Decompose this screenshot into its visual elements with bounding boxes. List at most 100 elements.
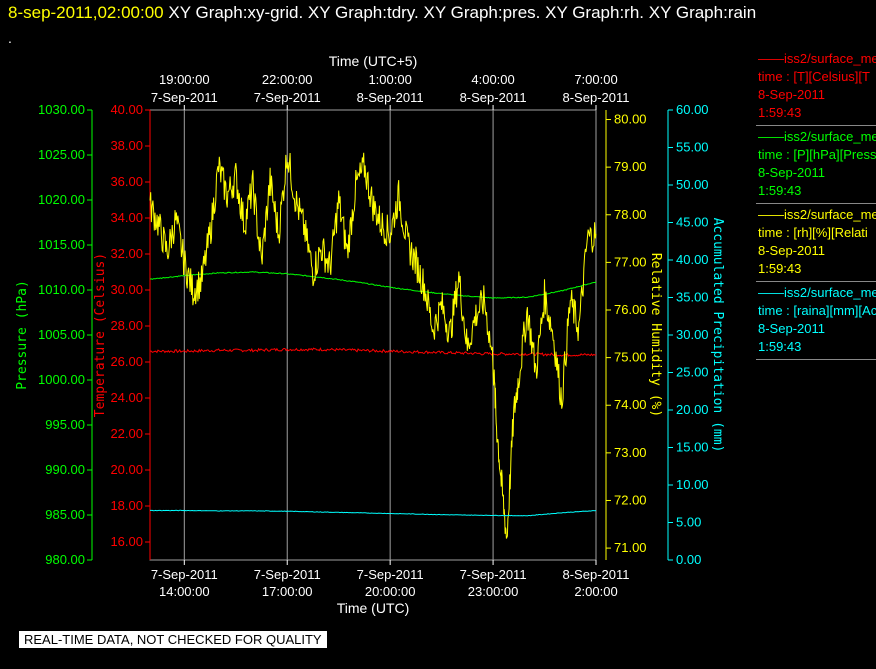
legend-date: 8-Sep-2011 bbox=[758, 321, 825, 336]
precip-axis-label: Accumulated Precipitation (mm) bbox=[710, 218, 725, 453]
precip-tick-label: 20.00 bbox=[676, 402, 709, 417]
x-bottom-tick-date: 7-Sep-2011 bbox=[254, 567, 321, 582]
x-bottom-tick-time: 2:00:00 bbox=[574, 584, 617, 599]
x-top-tick-date: 8-Sep-2011 bbox=[563, 90, 630, 105]
pressure-tick-label: 1010.00 bbox=[38, 282, 85, 297]
legend-item-pressure: ——iss2/surface_met time : [P][hPa][Press… bbox=[756, 126, 876, 204]
humidity-tick-label: 77.00 bbox=[614, 254, 647, 269]
x-top-tick-date: 8-Sep-2011 bbox=[357, 90, 424, 105]
precip-tick-label: 35.00 bbox=[676, 290, 709, 305]
pressure-axis-label: Pressure (hPa) bbox=[15, 280, 30, 390]
legend-line-swatch: —— bbox=[758, 207, 784, 222]
x-bottom-tick-time: 20:00:00 bbox=[365, 584, 416, 599]
legend-variable: time : [P][hPa][Press bbox=[758, 147, 876, 162]
x-top-tick-time: 1:00:00 bbox=[368, 72, 411, 87]
legend-item-precip: ——iss2/surface_met time : [raina][mm][Ac… bbox=[756, 282, 876, 360]
legend-variable: time : [rh][%][Relati bbox=[758, 225, 868, 240]
temperature-tick-label: 28.00 bbox=[110, 318, 143, 333]
x-top-tick-date: 7-Sep-2011 bbox=[254, 90, 321, 105]
humidity-tick-label: 79.00 bbox=[614, 159, 647, 174]
x-top-tick-date: 8-Sep-2011 bbox=[460, 90, 527, 105]
precip-series-line bbox=[150, 509, 597, 517]
pressure-tick-label: 1030.00 bbox=[38, 102, 85, 117]
temperature-tick-label: 30.00 bbox=[110, 282, 143, 297]
x-bottom-tick-date: 7-Sep-2011 bbox=[151, 567, 218, 582]
precip-tick-label: 55.00 bbox=[676, 140, 709, 155]
x-bottom-tick-date: 8-Sep-2011 bbox=[563, 567, 630, 582]
temperature-tick-label: 32.00 bbox=[110, 246, 143, 261]
humidity-tick-label: 71.00 bbox=[614, 540, 647, 555]
humidity-series-line bbox=[149, 152, 597, 539]
graph-title-rain: XY Graph:rain bbox=[648, 3, 757, 22]
precip-tick-label: 40.00 bbox=[676, 252, 709, 267]
pressure-series-line bbox=[149, 271, 597, 300]
temperature-tick-label: 26.00 bbox=[110, 354, 143, 369]
humidity-tick-label: 72.00 bbox=[614, 492, 647, 507]
temperature-series-line bbox=[149, 347, 597, 357]
humidity-tick-label: 78.00 bbox=[614, 207, 647, 222]
temperature-axis-label: Temperature (Celsius) bbox=[93, 253, 108, 417]
legend-time: 1:59:43 bbox=[758, 105, 802, 120]
precip-tick-label: 15.00 bbox=[676, 440, 709, 455]
legend-line-swatch: —— bbox=[758, 51, 784, 66]
precip-tick-label: 45.00 bbox=[676, 215, 709, 230]
pressure-tick-label: 990.00 bbox=[45, 462, 85, 477]
x-top-tick-date: 7-Sep-2011 bbox=[151, 90, 218, 105]
legend: ——iss2/surface_met time : [T][Celsius][T… bbox=[756, 48, 876, 360]
pressure-tick-label: 995.00 bbox=[45, 417, 85, 432]
precip-tick-label: 0.00 bbox=[676, 552, 701, 567]
precip-tick-label: 30.00 bbox=[676, 327, 709, 342]
legend-item-humidity: ——iss2/surface_met time : [rh][%][Relati… bbox=[756, 204, 876, 282]
legend-time: 1:59:43 bbox=[758, 339, 802, 354]
x-bottom-tick-time: 23:00:00 bbox=[468, 584, 519, 599]
pressure-tick-label: 1020.00 bbox=[38, 192, 85, 207]
x-bottom-tick-date: 7-Sep-2011 bbox=[460, 567, 527, 582]
pressure-tick-label: 1005.00 bbox=[38, 327, 85, 342]
legend-source: iss2/surface_met bbox=[784, 207, 876, 222]
legend-line-swatch: —— bbox=[758, 129, 784, 144]
precip-tick-label: 5.00 bbox=[676, 515, 701, 530]
temperature-tick-label: 38.00 bbox=[110, 138, 143, 153]
temperature-tick-label: 40.00 bbox=[110, 102, 143, 117]
legend-item-temperature: ——iss2/surface_met time : [T][Celsius][T… bbox=[756, 48, 876, 126]
temperature-tick-label: 20.00 bbox=[110, 462, 143, 477]
x-top-tick-time: 19:00:00 bbox=[159, 72, 210, 87]
pressure-tick-label: 1025.00 bbox=[38, 147, 85, 162]
x-bottom-tick-time: 14:00:00 bbox=[159, 584, 210, 599]
graph-title-rh: XY Graph:rh. bbox=[545, 3, 645, 22]
legend-variable: time : [T][Celsius][T bbox=[758, 69, 870, 84]
humidity-tick-label: 74.00 bbox=[614, 397, 647, 412]
graph-title-grid: XY Graph:xy-grid. bbox=[168, 3, 304, 22]
legend-line-swatch: —— bbox=[758, 285, 784, 300]
legend-date: 8-Sep-2011 bbox=[758, 243, 825, 258]
quality-warning-banner: REAL-TIME DATA, NOT CHECKED FOR QUALITY bbox=[19, 631, 327, 648]
humidity-axis-label: Relative Humidity (%) bbox=[648, 253, 663, 417]
precip-tick-label: 50.00 bbox=[676, 177, 709, 192]
humidity-tick-label: 75.00 bbox=[614, 350, 647, 365]
graph-title-tdry: XY Graph:tdry. bbox=[307, 3, 419, 22]
x-top-axis-label: Time (UTC+5) bbox=[329, 53, 418, 69]
temperature-tick-label: 16.00 bbox=[110, 534, 143, 549]
x-top-tick-time: 7:00:00 bbox=[574, 72, 617, 87]
humidity-tick-label: 76.00 bbox=[614, 302, 647, 317]
legend-date: 8-Sep-2011 bbox=[758, 87, 825, 102]
pressure-tick-label: 1000.00 bbox=[38, 372, 85, 387]
pressure-tick-label: 985.00 bbox=[45, 507, 85, 522]
legend-variable: time : [raina][mm][Ac bbox=[758, 303, 876, 318]
legend-source: iss2/surface_met bbox=[784, 129, 876, 144]
x-bottom-axis-label: Time (UTC) bbox=[337, 600, 410, 616]
temperature-tick-label: 18.00 bbox=[110, 498, 143, 513]
x-bottom-tick-date: 7-Sep-2011 bbox=[357, 567, 424, 582]
x-bottom-tick-time: 17:00:00 bbox=[262, 584, 313, 599]
precip-tick-label: 10.00 bbox=[676, 477, 709, 492]
humidity-tick-label: 73.00 bbox=[614, 445, 647, 460]
temperature-tick-label: 22.00 bbox=[110, 426, 143, 441]
x-top-tick-time: 22:00:00 bbox=[262, 72, 313, 87]
legend-time: 1:59:43 bbox=[758, 261, 802, 276]
legend-source: iss2/surface_met bbox=[784, 285, 876, 300]
humidity-tick-label: 80.00 bbox=[614, 112, 647, 127]
legend-source: iss2/surface_met bbox=[784, 51, 876, 66]
graph-title-pres: XY Graph:pres. bbox=[423, 3, 541, 22]
temperature-tick-label: 24.00 bbox=[110, 390, 143, 405]
